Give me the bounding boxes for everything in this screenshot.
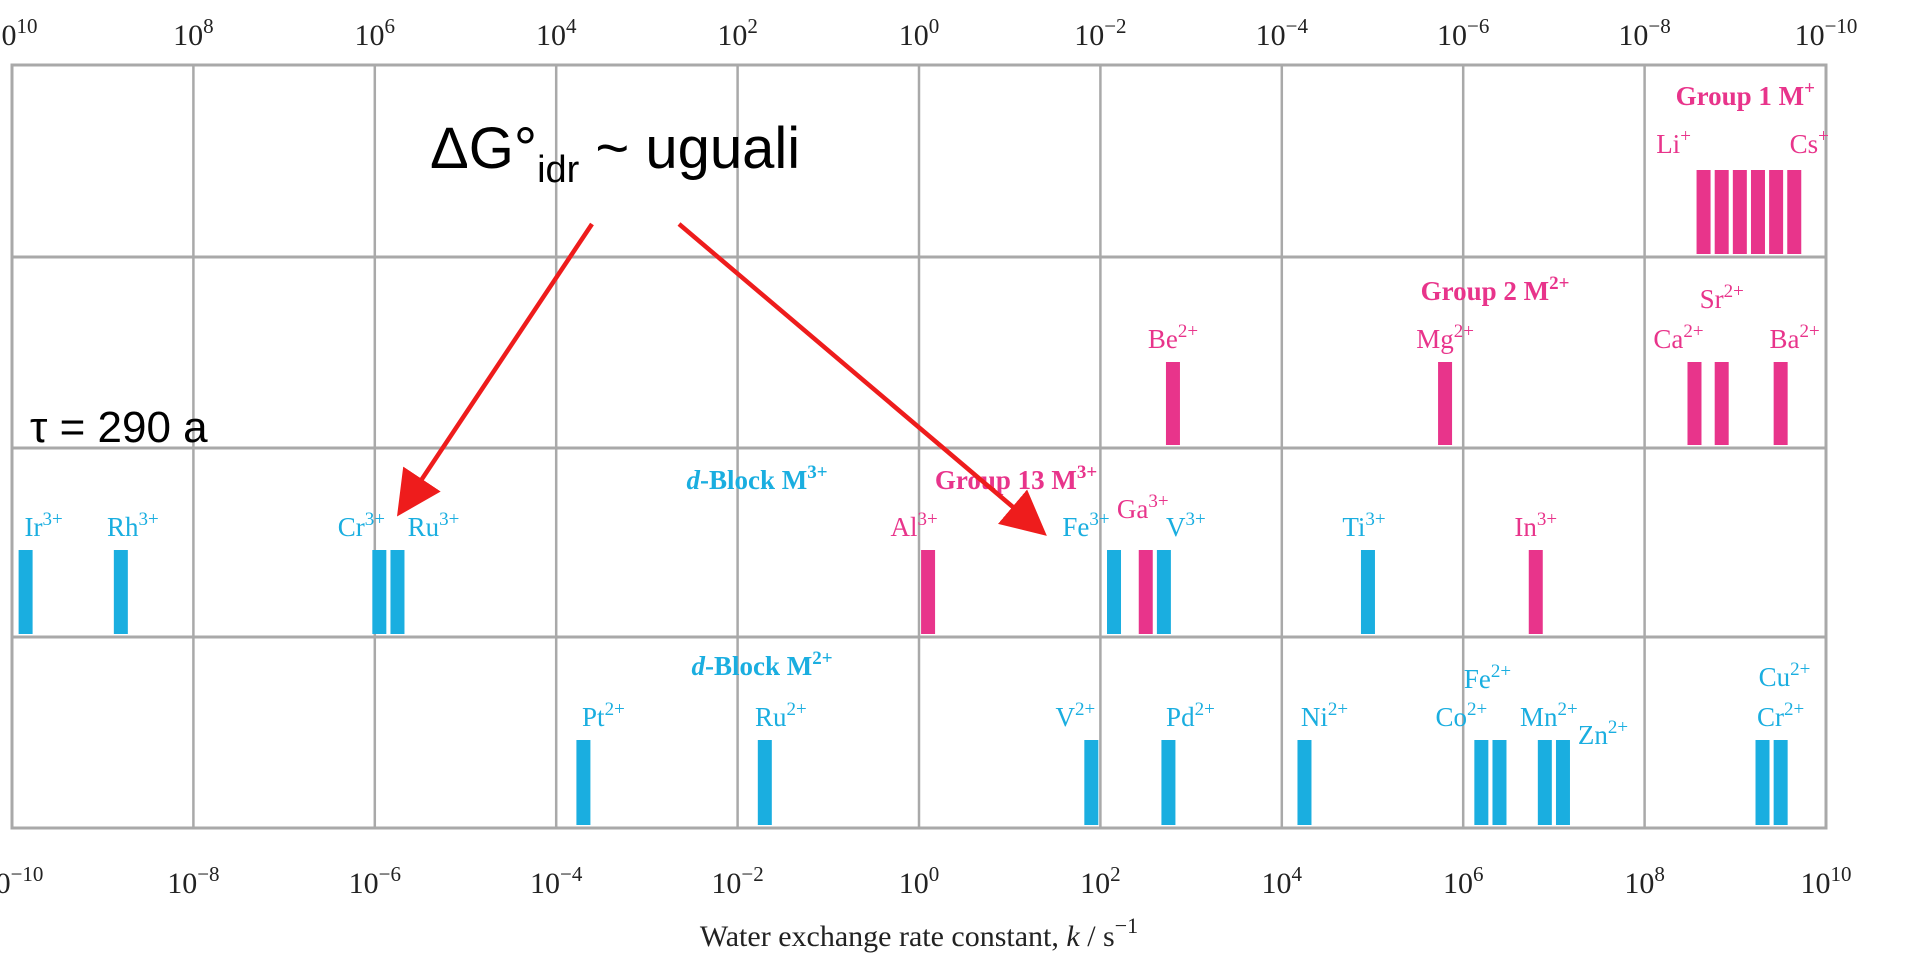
top-tick-label: 108 <box>173 14 214 52</box>
bar-pt <box>576 740 591 825</box>
ion-label-ni: Ni2+ <box>1301 699 1348 732</box>
ion-label-ir: Ir3+ <box>25 509 63 542</box>
ion-label-rh: Rh3+ <box>107 509 159 542</box>
ion-label-be: Be2+ <box>1148 321 1198 354</box>
ion-label-cu: Cu2+ <box>1759 659 1811 692</box>
bar-unlabeled <box>1750 170 1765 254</box>
ion-label-ru: Ru3+ <box>408 509 460 542</box>
ion-label-cr: Cr2+ <box>1757 699 1804 732</box>
annotation-layer: ΔG°idr ~ uguali τ = 290 a <box>30 116 1047 536</box>
ion-label-pd: Pd2+ <box>1166 699 1215 732</box>
tau-annotation: τ = 290 a <box>30 403 208 452</box>
ion-label-fe: Fe3+ <box>1062 509 1109 542</box>
ion-label-mn: Mn2+ <box>1520 699 1578 732</box>
bottom-tick-label: 10−4 <box>530 862 583 900</box>
bar-li <box>1696 170 1711 254</box>
bar-mn <box>1537 740 1552 825</box>
bar-al <box>921 550 936 634</box>
top-tick-label: 10−2 <box>1074 14 1126 52</box>
bar-unlabeled <box>1732 170 1747 254</box>
bar-ba <box>1773 362 1788 445</box>
bar-rh <box>113 550 128 634</box>
bottom-tick-label: 10−10 <box>0 862 43 900</box>
bottom-tick-label: 10−8 <box>167 862 219 900</box>
bottom-tick-label: 10−6 <box>349 862 401 900</box>
ion-label-cs: Cs+ <box>1790 126 1829 159</box>
bottom-tick-label: 10−2 <box>711 862 763 900</box>
group-13-label: Group 13 M3+ <box>935 462 1097 495</box>
bar-ca <box>1687 362 1702 445</box>
bottom-tick-label: 102 <box>1080 862 1121 900</box>
top-tick-label: 106 <box>355 14 396 52</box>
ion-label-ca: Ca2+ <box>1653 321 1703 354</box>
bottom-tick-label: 100 <box>899 862 940 900</box>
bar-cs <box>1787 170 1802 254</box>
bar-unlabeled <box>1714 170 1729 254</box>
ion-label-sr: Sr2+ <box>1700 281 1744 314</box>
top-tick-label: 104 <box>536 14 577 52</box>
top-tick-label: 10−10 <box>1795 14 1858 52</box>
ion-label-cr: Cr3+ <box>338 509 385 542</box>
group-1-label: Group 1 M+ <box>1676 78 1815 111</box>
top-tick-label: 10−6 <box>1437 14 1489 52</box>
bar-cr <box>372 550 387 634</box>
grid-layer <box>10 63 1828 830</box>
bar-fe <box>1107 550 1122 634</box>
bar-fe <box>1492 740 1507 825</box>
ion-label-ti: Ti3+ <box>1342 509 1385 542</box>
ion-label-ru: Ru2+ <box>755 699 807 732</box>
bar-v <box>1156 550 1171 634</box>
bar-cr <box>1773 740 1788 825</box>
bottom-tick-label: 1010 <box>1801 862 1852 900</box>
bar-unlabeled <box>1769 170 1784 254</box>
ion-label-v: V2+ <box>1055 699 1095 732</box>
d-block-3-label: d-Block M3+ <box>686 462 827 495</box>
ion-label-in: In3+ <box>1514 509 1557 542</box>
top-tick-label: 1010 <box>0 14 38 52</box>
label-layer: Li+ Cs+ Be2+ Mg2+ Ca2+ Sr2+ Ba2+ Ir3+ Rh3+ Cr3+ Ru… <box>25 78 1829 750</box>
ion-label-mg: Mg2+ <box>1416 321 1474 354</box>
bottom-tick-label: 108 <box>1624 862 1665 900</box>
tick-layer: 10−10 10−8 10−6 10−4 10−2 100 102 104 106 108 1010… <box>0 14 1857 953</box>
bar-v <box>1084 740 1099 825</box>
top-tick-label: 102 <box>717 14 758 52</box>
x-axis-label: Water exchange rate constant, k / s−1 <box>700 913 1138 953</box>
bar-be <box>1165 362 1180 445</box>
ion-label-ba: Ba2+ <box>1770 321 1820 354</box>
bar-in <box>1528 550 1543 634</box>
group-2-label: Group 2 M2+ <box>1421 273 1570 306</box>
bar-pd <box>1161 740 1176 825</box>
bar-ru <box>390 550 405 634</box>
ion-label-pt: Pt2+ <box>582 699 625 732</box>
ion-label-ga: Ga3+ <box>1117 491 1169 524</box>
bottom-tick-label: 104 <box>1262 862 1303 900</box>
top-tick-label: 10−8 <box>1618 14 1670 52</box>
bar-ga <box>1138 550 1153 634</box>
bottom-tick-label: 106 <box>1443 862 1484 900</box>
delta-g-annotation: ΔG°idr ~ uguali <box>430 116 800 191</box>
bar-cu <box>1755 740 1770 825</box>
arrow-to-fe3 <box>677 222 1047 536</box>
ion-label-co: Co2+ <box>1435 699 1487 732</box>
arrow-to-cr3 <box>397 222 594 517</box>
bar-co <box>1474 740 1489 825</box>
ion-label-al: Al3+ <box>890 509 937 542</box>
bar-layer <box>18 170 1802 825</box>
d-block-2-label: d-Block M2+ <box>691 648 832 681</box>
top-tick-label: 10−4 <box>1256 14 1309 52</box>
ion-label-v: V3+ <box>1166 509 1206 542</box>
bar-ru <box>757 740 772 825</box>
top-tick-label: 100 <box>899 14 940 52</box>
bar-ti <box>1360 550 1375 634</box>
ion-label-zn: Zn2+ <box>1578 717 1628 750</box>
ion-label-li: Li+ <box>1656 126 1691 159</box>
bar-mg <box>1438 362 1453 445</box>
bar-ir <box>18 550 33 634</box>
bar-ni <box>1297 740 1312 825</box>
bar-zn <box>1555 740 1570 825</box>
ion-label-fe: Fe2+ <box>1464 661 1511 694</box>
bar-sr <box>1714 362 1729 445</box>
